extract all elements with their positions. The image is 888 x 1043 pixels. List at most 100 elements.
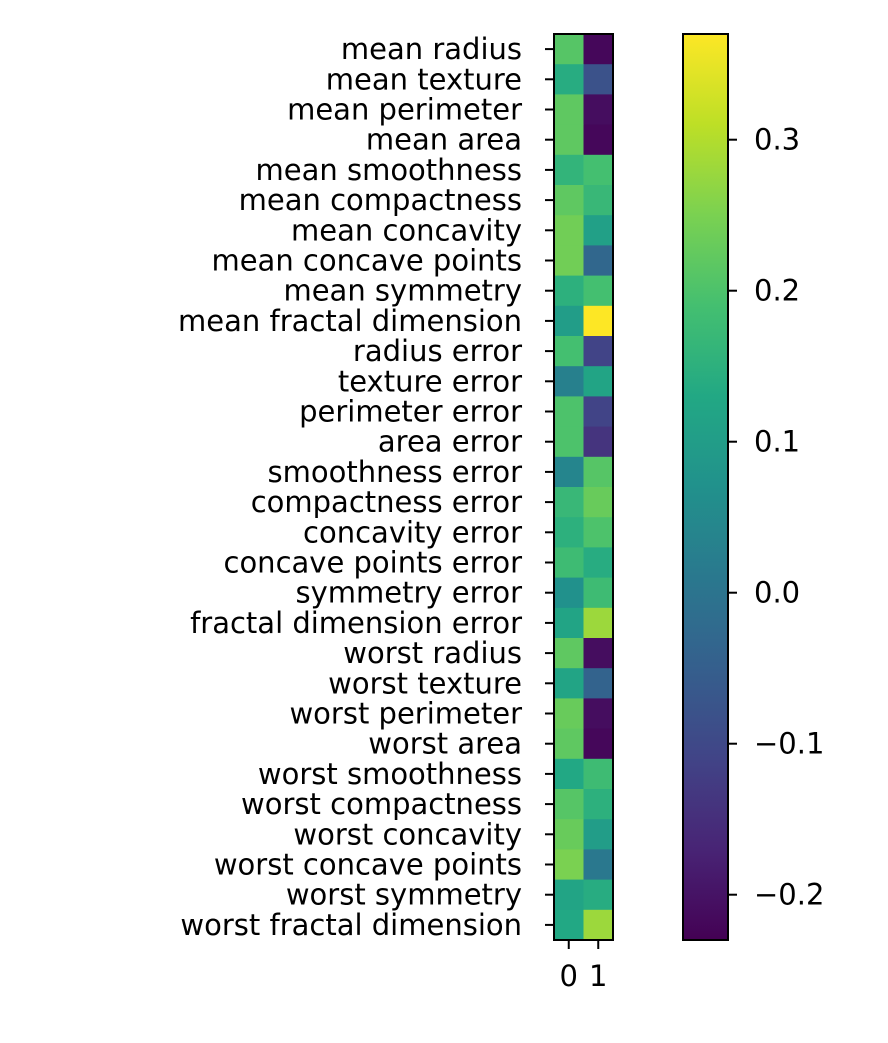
heatmap-cell — [554, 517, 584, 548]
heatmap-cell — [583, 789, 614, 820]
y-tick-label: mean radius — [341, 32, 522, 66]
y-tick-label: mean perimeter — [287, 93, 522, 127]
heatmap-cell — [583, 154, 614, 186]
heatmap-frame — [553, 33, 614, 941]
y-tick-label: perimeter error — [299, 395, 522, 429]
y-tick-label: mean fractal dimension — [178, 304, 522, 338]
heatmap-cell — [554, 185, 584, 216]
y-tick-label: mean concave points — [211, 244, 522, 278]
heatmap-cell — [583, 577, 614, 609]
colorbar-tick-label: 0.3 — [754, 123, 800, 157]
heatmap-cell — [554, 215, 584, 246]
colorbar-tick-label: 0.2 — [754, 274, 800, 308]
heatmap-cell — [554, 94, 584, 125]
heatmap-cell — [583, 366, 614, 397]
heatmap-cell — [583, 34, 614, 65]
y-tick-label: worst compactness — [241, 787, 522, 821]
colorbar-tick-label: −0.1 — [754, 727, 824, 761]
heatmap-cell — [554, 547, 584, 578]
heatmap-cell — [583, 849, 614, 880]
heatmap-cell — [554, 789, 584, 820]
y-tick-label: compactness error — [251, 485, 522, 519]
heatmap-cell — [583, 668, 614, 699]
y-tick-label: mean concavity — [291, 213, 522, 247]
heatmap-cell — [583, 547, 614, 578]
heatmap-cell — [583, 94, 614, 125]
colorbar-tick-label: 0.0 — [754, 576, 800, 610]
heatmap-cell — [554, 64, 584, 95]
heatmap-cell — [583, 487, 614, 518]
y-tick-label: mean smoothness — [256, 153, 523, 187]
heatmap-cell — [583, 305, 614, 337]
y-tick-label: worst concavity — [293, 817, 522, 851]
heatmap-cell — [583, 909, 614, 941]
y-tick-label: mean compactness — [239, 183, 522, 217]
heatmap-cell — [583, 819, 614, 850]
heatmap-cell — [554, 577, 584, 609]
heatmap-cell — [554, 336, 584, 367]
heatmap-cell — [554, 34, 584, 65]
heatmap-cell — [583, 185, 614, 216]
y-tick-label: worst perimeter — [289, 697, 522, 731]
heatmap-cell — [583, 728, 614, 760]
heatmap-cell — [554, 426, 584, 458]
heatmap-cell — [554, 758, 584, 790]
heatmap-cell — [583, 607, 614, 639]
colorbar-tick-label: 0.1 — [754, 425, 800, 459]
x-tick-label: 0 — [560, 959, 578, 993]
heatmap-cell — [583, 124, 614, 156]
heatmap-cell — [554, 909, 584, 941]
y-tick-label: texture error — [338, 364, 522, 398]
y-tick-label: mean texture — [326, 62, 522, 96]
y-tick-label: smoothness error — [268, 455, 523, 489]
heatmap-cell — [554, 366, 584, 397]
y-tick-label: worst concave points — [214, 848, 522, 882]
heatmap-cell — [554, 275, 584, 307]
y-tick-label: worst area — [368, 727, 522, 761]
y-tick-label: worst fractal dimension — [180, 908, 522, 942]
heatmap-cells — [553, 33, 614, 941]
y-tick-label: worst radius — [343, 636, 522, 670]
heatmap-cell — [583, 215, 614, 246]
heatmap-cell — [583, 638, 614, 669]
colorbar-gradient — [682, 33, 729, 941]
heatmap-cell — [554, 305, 584, 337]
y-tick-label: fractal dimension error — [190, 606, 522, 640]
heatmap-cell — [554, 668, 584, 699]
heatmap-cell — [554, 728, 584, 760]
heatmap-cell — [583, 698, 614, 729]
heatmap-cell — [583, 879, 614, 911]
heatmap-cell — [583, 456, 614, 488]
y-tick-label: radius error — [353, 334, 522, 368]
y-tick-label: worst smoothness — [258, 757, 522, 791]
y-tick-label: mean area — [366, 123, 522, 157]
y-tick-label: mean symmetry — [283, 274, 522, 308]
heatmap-cell — [554, 607, 584, 639]
y-tick-label: symmetry error — [296, 576, 523, 610]
colorbar-tick-label: −0.2 — [754, 878, 824, 912]
heatmap-cell — [583, 336, 614, 367]
y-tick-label: worst symmetry — [286, 878, 522, 912]
heatmap-cell — [554, 124, 584, 156]
heatmap-cell — [583, 517, 614, 548]
heatmap-cell — [583, 396, 614, 427]
heatmap-cell — [583, 758, 614, 790]
heatmap-cell — [554, 819, 584, 850]
y-tick-label: area error — [378, 425, 522, 459]
heatmap-cell — [583, 245, 614, 276]
heatmap-cell — [554, 487, 584, 518]
heatmap-cell — [554, 638, 584, 669]
y-tick-label: concave points error — [224, 546, 523, 580]
heatmap-cell — [554, 456, 584, 488]
y-tick-label: worst texture — [328, 666, 522, 700]
colorbar: −0.2 −0.1 0.0 0.1 0.2 0.3 — [682, 33, 824, 941]
y-tick-label: concavity error — [303, 515, 522, 549]
x-tick-label: 1 — [589, 959, 607, 993]
heatmap-cell — [554, 698, 584, 729]
heatmap-cell — [554, 849, 584, 880]
heatmap-cell — [554, 154, 584, 186]
